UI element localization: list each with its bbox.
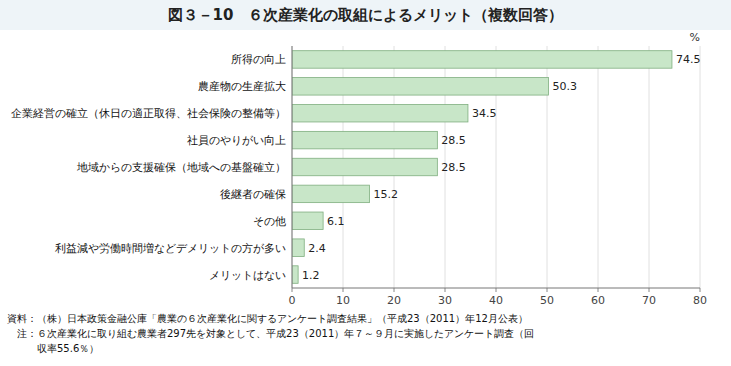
grid-line (649, 46, 650, 288)
bar (292, 51, 672, 68)
bar (292, 239, 304, 256)
bar (292, 185, 370, 202)
tick-mark (496, 288, 497, 292)
category-label: 所得の向上 (231, 53, 286, 66)
footer-notes: 資料：（株）日本政策金融公庫「農業の６次産業化に関するアンケート調査結果」（平成… (7, 313, 534, 354)
tick-mark (445, 288, 446, 292)
tick-label: 80 (693, 294, 707, 307)
category-label: 利益減や労働時間増などデメリットの方が多い (55, 242, 286, 255)
tick-label: 30 (438, 294, 452, 307)
data-label: 28.5 (441, 134, 466, 147)
data-label: 6.1 (327, 215, 345, 228)
category-label: メリットはない (209, 269, 286, 282)
tick-mark (292, 288, 293, 292)
tick-label: 20 (387, 294, 401, 307)
grid (292, 46, 700, 288)
category-label: 社員のやりがい向上 (187, 134, 286, 147)
data-label: 2.4 (308, 242, 326, 255)
category-label: 農産物の生産拡大 (198, 80, 286, 93)
bar (292, 212, 323, 229)
data-label: 50.3 (553, 80, 578, 93)
bar (292, 158, 437, 175)
data-label: 34.5 (472, 107, 497, 120)
data-label: 15.2 (374, 188, 399, 201)
category-labels: 所得の向上農産物の生産拡大企業経営の確立（休日の適正取得、社会保険の整備等） 社員… (11, 53, 286, 281)
title-band (0, 0, 731, 30)
category-label: その他 (253, 215, 286, 228)
bar (292, 104, 468, 121)
tick-label: 10 (336, 294, 350, 307)
bar (292, 131, 437, 148)
grid-line (700, 46, 701, 288)
data-label: 1.2 (302, 269, 320, 282)
data-label: 74.5 (676, 53, 701, 66)
tick-label: 0 (289, 294, 296, 307)
x-axis-label: % (690, 31, 700, 44)
data-labels: 74.5 50.3 34.5 28.5 28.5 15.2 6.1 2.4 1.2 (302, 53, 700, 281)
tick-label: 40 (489, 294, 503, 307)
category-label: 後継者の確保 (220, 188, 286, 201)
grid-line (292, 46, 293, 288)
x-axis-line (292, 288, 700, 289)
x-ticks: 0 10 20 30 40 50 60 70 80 (289, 288, 708, 307)
data-label: 28.5 (441, 161, 466, 174)
tick-mark (649, 288, 650, 292)
footer-note: 資料：（株）日本政策金融公庫「農業の６次産業化に関するアンケート調査結果」（平成… (7, 313, 528, 324)
footer-note: 注：６次産業化に取り組む農業者297先を対象として、平成23（2011）年７～９… (7, 328, 534, 339)
tick-mark (343, 288, 344, 292)
y-axis-line (292, 46, 293, 288)
chart-root: 図３－10 ６次産業化の取組によるメリット（複数回答） 0 10 20 30 40 50 60… (0, 0, 731, 366)
tick-label: 50 (540, 294, 554, 307)
bars (292, 51, 672, 284)
tick-label: 60 (591, 294, 605, 307)
bar (292, 266, 298, 283)
tick-label: 70 (642, 294, 656, 307)
tick-mark (700, 288, 701, 292)
category-label: 企業経営の確立（休日の適正取得、社会保険の整備等） (11, 107, 286, 120)
category-label: 地域からの支援確保（地域への基盤確立） (76, 161, 286, 174)
title: 図３－10 ６次産業化の取組によるメリット（複数回答） (168, 6, 564, 24)
tick-mark (394, 288, 395, 292)
grid-line (598, 46, 599, 288)
bar (292, 78, 549, 95)
footer-note: 収率55.6％） (7, 343, 99, 354)
tick-mark (598, 288, 599, 292)
tick-mark (547, 288, 548, 292)
